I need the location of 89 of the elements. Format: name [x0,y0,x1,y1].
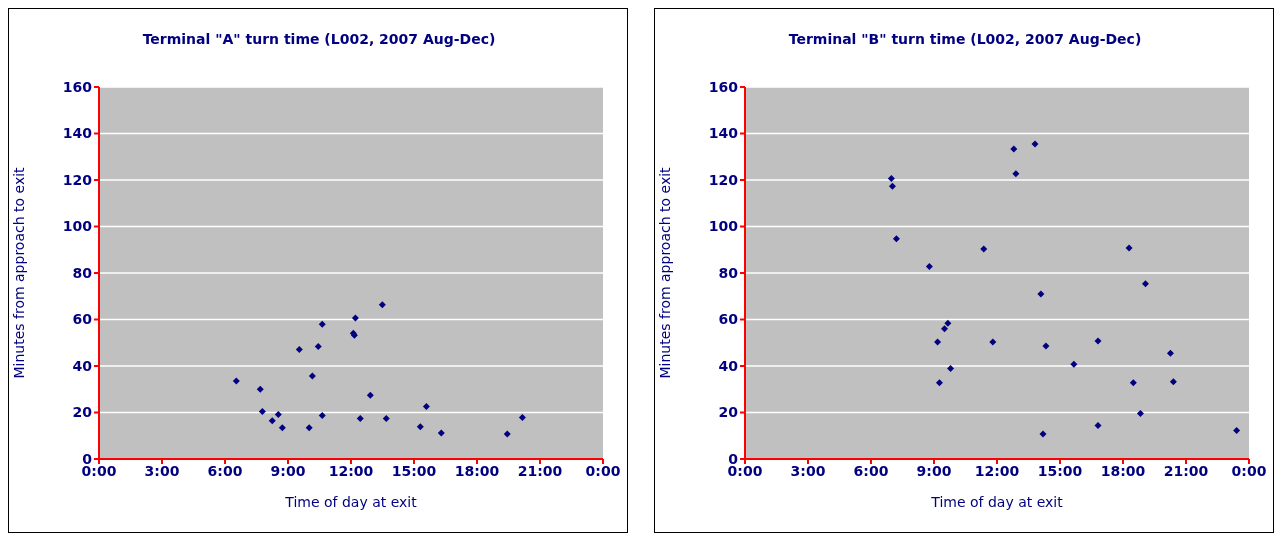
point [892,235,900,243]
point [1037,290,1045,298]
x-tick-label: 15:00 [391,462,437,479]
point [308,372,316,380]
point [305,424,313,432]
point [268,417,276,425]
point [274,411,282,419]
y-tick-label: 20 [72,404,93,421]
point [934,338,942,346]
y-tick-label: 80 [718,264,739,281]
point [1070,360,1078,368]
x-tick-label: 18:00 [454,462,500,479]
x-tick-label: 0:00 [585,462,621,479]
x-tick-label: 6:00 [853,462,889,479]
x-tick-label: 6:00 [207,462,243,479]
x-tick-label: 18:00 [1100,462,1146,479]
point [518,414,526,422]
point [256,385,264,393]
point [1141,280,1149,288]
chart-title: Terminal "A" turn time (L002, 2007 Aug-Dec) [141,31,497,47]
point [1233,426,1241,434]
y-tick-label: 120 [62,171,93,188]
y-tick-label: 100 [708,218,739,235]
x-tick-label: 9:00 [916,462,952,479]
point [888,182,896,190]
y-axis-title: Minutes from approach to exit [10,166,27,379]
point [1012,170,1020,178]
y-tick-label: 80 [72,264,93,281]
y-tick-label: 20 [718,404,739,421]
point [356,415,364,423]
point [925,262,933,270]
point [1031,140,1039,148]
y-tick-label: 140 [708,125,739,142]
point [941,325,948,333]
x-axis-title: Time of day at exit [930,493,1064,510]
y-tick-label: 40 [718,357,739,374]
y-tick-label: 60 [72,311,93,328]
y-tick-label: 60 [718,311,739,328]
y-tick-label: 120 [708,171,739,188]
point [382,415,390,423]
point [944,319,952,327]
point [258,408,266,416]
point [422,402,430,410]
point [1129,379,1137,387]
point [1136,409,1144,417]
x-axis-title: Time of day at exit [284,493,418,510]
x-tick-label: 9:00 [270,462,306,479]
x-tick-label: 21:00 [1163,462,1209,479]
y-tick-label: 140 [62,125,93,142]
point [1010,145,1018,153]
point [314,342,322,350]
point [989,338,997,346]
point [1169,378,1177,386]
y-tick-label: 100 [62,218,93,235]
x-tick-label: 15:00 [1037,462,1083,479]
x-tick-label: 21:00 [517,462,563,479]
point [1094,422,1102,430]
y-tick-label: 40 [72,357,93,374]
x-tick-label: 12:00 [328,462,374,479]
point [295,345,303,353]
y-tick-label: 0 [82,450,93,467]
y-tick-label: 160 [708,78,739,95]
point [947,365,955,373]
y-tick-label: 160 [62,78,93,95]
point [318,412,326,420]
x-tick-label: 3:00 [790,462,826,479]
point [351,314,359,322]
point [980,245,988,253]
point [416,423,424,431]
point [1039,430,1047,438]
point [887,175,895,183]
x-tick-label: 0:00 [1231,462,1267,479]
point [1166,349,1174,357]
point [935,379,943,387]
y-axis-title: Minutes from approach to exit [656,166,673,379]
point [503,430,511,438]
point [1042,342,1050,350]
x-tick-label: 3:00 [144,462,180,479]
point [232,377,240,385]
point [437,429,445,437]
point [378,301,386,309]
point [366,391,374,399]
x-tick-label: 12:00 [974,462,1020,479]
y-tick-label: 0 [728,450,739,467]
point [1125,244,1133,252]
point [318,320,326,328]
point [1094,337,1102,345]
chart-title: Terminal "B" turn time (L002, 2007 Aug-Dec) [787,31,1143,47]
point [278,424,286,432]
